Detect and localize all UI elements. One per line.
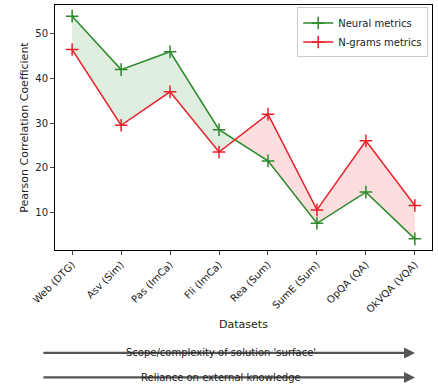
svg-text:OpQA (QA): OpQA (QA) xyxy=(324,259,370,305)
svg-text:30: 30 xyxy=(35,118,48,129)
svg-text:N-grams metrics: N-grams metrics xyxy=(338,37,421,48)
svg-text:50: 50 xyxy=(35,28,48,39)
svg-text:Datasets: Datasets xyxy=(219,318,268,331)
svg-text:Pearson Correlation Coefficien: Pearson Correlation Coefficient xyxy=(18,42,31,213)
svg-text:Neural metrics: Neural metrics xyxy=(338,18,412,29)
svg-text:20: 20 xyxy=(35,162,48,173)
svg-text:Fli (ImCa): Fli (ImCa) xyxy=(182,259,224,301)
svg-text:10: 10 xyxy=(35,207,48,218)
svg-text:Web (DTG): Web (DTG) xyxy=(31,259,77,305)
svg-text:OkVQA (VQA): OkVQA (VQA) xyxy=(364,259,420,315)
svg-text:40: 40 xyxy=(35,73,48,84)
svg-text:SumE (Sum): SumE (Sum) xyxy=(270,259,322,311)
svg-text:Pas (ImCa): Pas (ImCa) xyxy=(129,259,175,305)
svg-text:Asv (Sim): Asv (Sim) xyxy=(84,259,126,301)
svg-text:Rea (Sum): Rea (Sum) xyxy=(228,259,273,304)
svg-text:Scope/complexity of solution ': Scope/complexity of solution 'surface' xyxy=(126,347,316,358)
svg-text:Reliance on external knowledge: Reliance on external knowledge xyxy=(141,372,301,383)
